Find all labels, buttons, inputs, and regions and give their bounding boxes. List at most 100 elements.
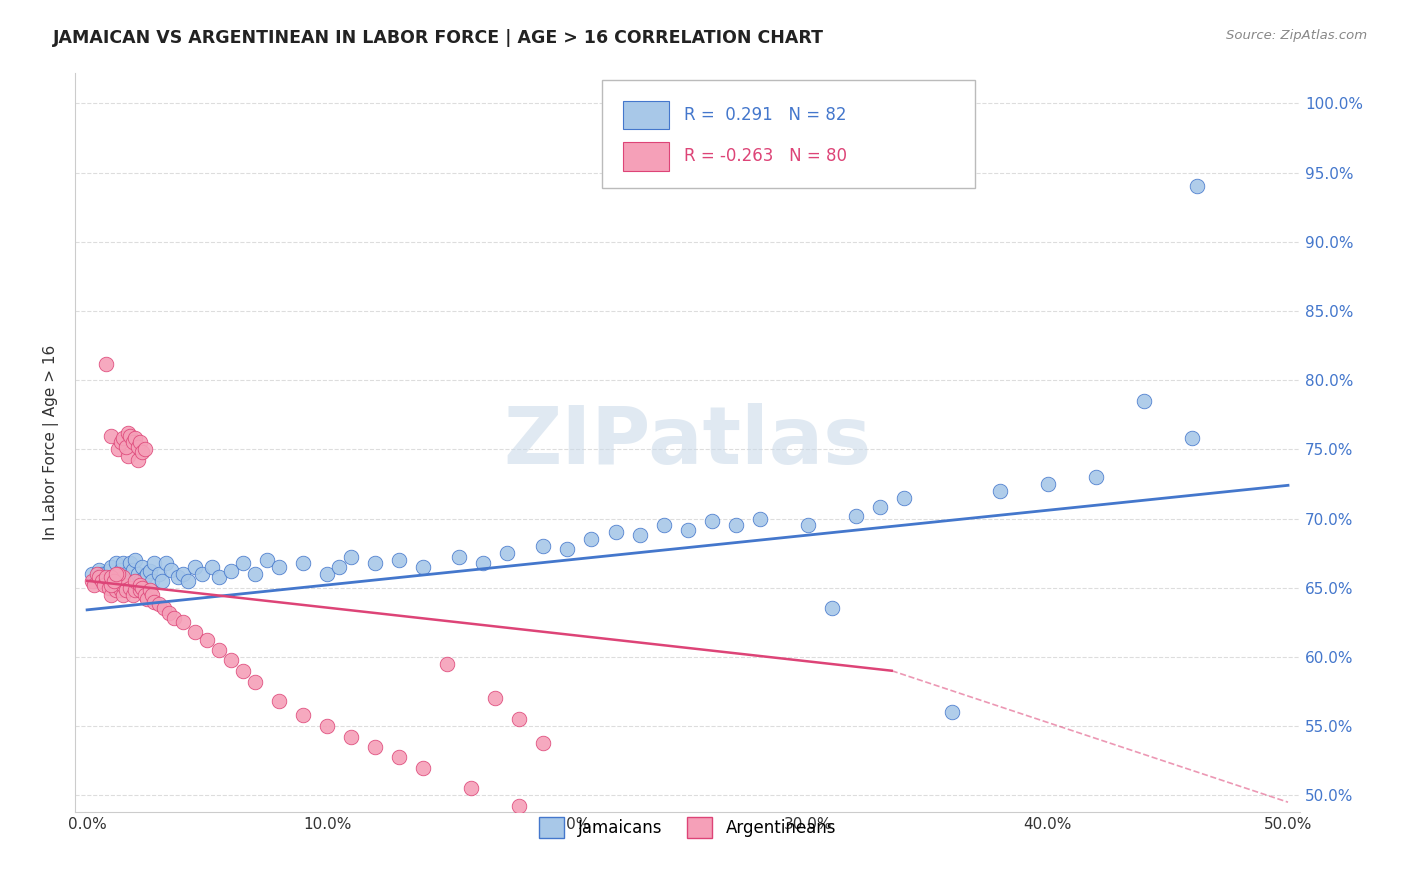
Point [219,564,242,578]
Point [136,566,159,581]
Point [195,633,218,648]
Point [256,553,278,567]
Point [605,832,627,847]
Point [86,569,108,583]
Point [245,566,267,581]
Point [134,442,156,457]
Point [136,591,159,606]
Point [160,563,183,577]
Point [129,574,152,588]
Point [1084,470,1107,484]
Point [208,643,231,657]
Point [292,708,315,723]
Point [292,556,315,570]
Point [114,583,136,598]
Point [112,569,135,583]
Point [245,674,267,689]
Point [1036,477,1059,491]
Y-axis label: In Labor Force | Age > 16: In Labor Force | Age > 16 [44,345,59,540]
Point [533,539,555,553]
Point [87,563,110,577]
Point [676,523,699,537]
Point [484,691,506,706]
Point [120,428,142,442]
FancyBboxPatch shape [602,80,976,187]
Point [129,583,152,598]
Point [129,578,152,592]
Point [652,518,675,533]
Point [191,566,214,581]
Point [988,483,1011,498]
Point [184,625,207,640]
Text: ZIPatlas: ZIPatlas [503,403,872,482]
Point [472,556,495,570]
Point [340,730,363,744]
Point [100,588,122,602]
Point [388,553,411,567]
Point [893,491,915,505]
Point [460,781,482,796]
Point [845,508,868,523]
Point [127,440,149,454]
Text: JAMAICAN VS ARGENTINEAN IN LABOR FORCE | AGE > 16 CORRELATION CHART: JAMAICAN VS ARGENTINEAN IN LABOR FORCE |… [53,29,824,46]
Point [112,588,135,602]
Point [1133,393,1156,408]
Point [148,597,170,611]
Point [628,864,651,879]
Point [219,653,242,667]
Point [100,428,122,442]
Point [869,500,891,515]
Point [100,569,122,583]
Point [162,611,184,625]
Point [97,564,120,578]
Point [112,556,135,570]
Point [496,546,519,560]
Point [110,435,132,450]
Point [97,581,120,595]
Point [100,578,122,592]
FancyBboxPatch shape [623,101,669,129]
Point [104,566,127,581]
Point [316,566,339,581]
Point [208,569,231,583]
Point [100,581,122,595]
Point [153,601,176,615]
Point [104,583,127,598]
Point [143,594,166,608]
Point [533,736,555,750]
Point [103,574,125,588]
Point [104,578,127,592]
Point [581,844,603,858]
Point [120,581,142,595]
Point [148,566,170,581]
Point [1185,179,1208,194]
Point [87,569,110,583]
Point [107,574,129,588]
Point [328,560,350,574]
Point [121,563,143,577]
Text: R = -0.263   N = 80: R = -0.263 N = 80 [683,147,846,166]
Point [129,435,152,450]
Point [412,560,434,574]
Point [821,601,844,615]
Point [112,581,135,595]
Point [117,425,139,440]
Point [124,431,146,445]
Point [96,569,118,583]
Point [724,518,747,533]
Point [93,578,115,592]
Point [177,574,200,588]
Point [150,574,173,588]
Point [141,574,163,588]
Point [508,799,530,814]
Point [941,705,963,719]
Point [131,445,153,459]
Point [124,583,146,598]
Point [232,556,254,570]
Point [412,761,434,775]
Point [83,578,105,592]
Point [172,615,194,630]
Point [103,578,125,592]
Point [436,657,458,671]
Point [141,588,163,602]
